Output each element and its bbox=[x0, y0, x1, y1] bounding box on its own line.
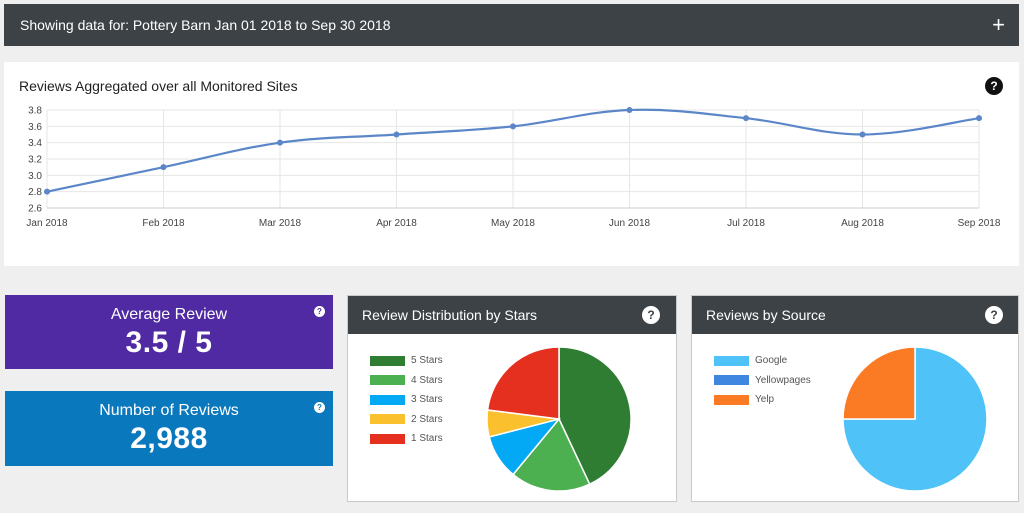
y-tick-label: 3.2 bbox=[28, 155, 42, 166]
number-of-reviews-tile: Number of Reviews 2,988 ? bbox=[5, 391, 333, 466]
data-point bbox=[393, 131, 400, 138]
reviews-line-chart: 2.6 2.8 3.0 3.2 3.4 3.6 3.8 Jan 2018 Feb 2018 Mar… bbox=[26, 106, 1001, 230]
data-point bbox=[626, 107, 633, 113]
legend-swatch bbox=[370, 375, 405, 386]
stars-distribution-panel: Review Distribution by Stars ? 5 Stars 4 … bbox=[347, 295, 677, 502]
legend-label: Yellowpages bbox=[755, 374, 811, 386]
y-tick-label: 3.8 bbox=[28, 106, 42, 117]
stars-legend-item[interactable]: 4 Stars bbox=[370, 371, 443, 391]
x-tick-label: Apr 2018 bbox=[376, 218, 417, 229]
legend-swatch bbox=[714, 375, 749, 386]
legend-label: 2 Stars bbox=[411, 413, 443, 425]
data-point bbox=[160, 164, 167, 171]
help-icon[interactable]: ? bbox=[642, 306, 660, 324]
y-tick-label: 2.8 bbox=[28, 187, 42, 198]
legend-swatch bbox=[370, 414, 405, 425]
x-tick-label: Sep 2018 bbox=[958, 218, 1001, 229]
source-panel-title: Reviews by Source bbox=[706, 307, 826, 323]
data-point bbox=[743, 115, 749, 122]
source-legend: Google Yellowpages Yelp bbox=[714, 351, 811, 410]
source-legend-item[interactable]: Yellowpages bbox=[714, 371, 811, 391]
x-tick-label: Jul 2018 bbox=[727, 218, 765, 229]
legend-label: Yelp bbox=[755, 394, 775, 406]
y-tick-label: 2.6 bbox=[28, 204, 42, 215]
x-tick-label: Jan 2018 bbox=[26, 218, 68, 229]
filter-text: Showing data for: Pottery Barn Jan 01 20… bbox=[20, 17, 391, 33]
source-slice bbox=[842, 346, 916, 420]
line-chart-card: 2.6 2.8 3.0 3.2 3.4 3.6 3.8 Jan 2018 Feb 2018 Mar… bbox=[4, 62, 1019, 266]
help-icon[interactable]: ? bbox=[985, 77, 1003, 95]
legend-label: 5 Stars bbox=[411, 355, 443, 367]
filter-bar: Showing data for: Pottery Barn Jan 01 20… bbox=[4, 4, 1019, 46]
stars-legend-item[interactable]: 1 Stars bbox=[370, 429, 443, 449]
stars-pie-chart bbox=[486, 346, 632, 492]
stars-panel-header: Review Distribution by Stars ? bbox=[348, 296, 676, 334]
average-review-value: 3.5 / 5 bbox=[125, 326, 213, 359]
legend-swatch bbox=[714, 394, 749, 405]
data-point bbox=[859, 131, 866, 138]
source-panel: Reviews by Source ? Google Yellowpages Yel… bbox=[691, 295, 1019, 502]
data-point bbox=[976, 115, 982, 122]
legend-label: Google bbox=[755, 355, 788, 367]
x-tick-label: Feb 2018 bbox=[142, 218, 185, 229]
legend-label: 1 Stars bbox=[411, 433, 443, 445]
y-tick-label: 3.4 bbox=[28, 138, 42, 149]
stars-legend-item[interactable]: 5 Stars bbox=[370, 351, 443, 371]
y-tick-label: 3.0 bbox=[28, 171, 42, 182]
average-review-label: Average Review bbox=[110, 306, 228, 323]
data-point bbox=[44, 188, 50, 195]
legend-swatch bbox=[370, 433, 405, 444]
source-legend-item[interactable]: Google bbox=[714, 351, 811, 371]
legend-label: 4 Stars bbox=[411, 374, 443, 386]
stars-legend-item[interactable]: 3 Stars bbox=[370, 390, 443, 410]
average-review-tile: Average Review 3.5 / 5 ? bbox=[5, 295, 333, 369]
source-pie-chart bbox=[842, 346, 988, 492]
line-chart-title: Reviews Aggregated over all Monitored Si… bbox=[19, 78, 298, 94]
stars-slice bbox=[486, 346, 560, 420]
source-legend-item[interactable]: Yelp bbox=[714, 390, 811, 410]
y-tick-label: 3.6 bbox=[28, 122, 42, 133]
number-of-reviews-label: Number of Reviews bbox=[99, 402, 239, 419]
x-tick-label: Aug 2018 bbox=[841, 218, 884, 229]
help-icon[interactable]: ? bbox=[314, 402, 325, 413]
stars-slice bbox=[558, 346, 632, 486]
x-tick-label: Mar 2018 bbox=[259, 218, 302, 229]
stars-legend-item[interactable]: 2 Stars bbox=[370, 410, 443, 430]
help-icon[interactable]: ? bbox=[985, 306, 1003, 324]
help-icon[interactable]: ? bbox=[314, 306, 325, 317]
source-panel-header: Reviews by Source ? bbox=[692, 296, 1018, 334]
number-of-reviews-value: 2,988 bbox=[130, 422, 208, 455]
legend-swatch bbox=[370, 394, 405, 405]
data-point bbox=[510, 123, 516, 130]
x-tick-label: Jun 2018 bbox=[609, 218, 651, 229]
legend-swatch bbox=[714, 355, 749, 366]
data-point bbox=[277, 139, 283, 146]
stars-panel-title: Review Distribution by Stars bbox=[362, 307, 538, 323]
expand-button[interactable]: + bbox=[992, 12, 1005, 37]
legend-label: 3 Stars bbox=[411, 394, 443, 406]
legend-swatch bbox=[370, 355, 405, 366]
stars-legend: 5 Stars 4 Stars 3 Stars 2 Stars 1 Stars bbox=[370, 351, 443, 449]
x-tick-label: May 2018 bbox=[491, 218, 535, 229]
stars-slice bbox=[512, 417, 591, 492]
